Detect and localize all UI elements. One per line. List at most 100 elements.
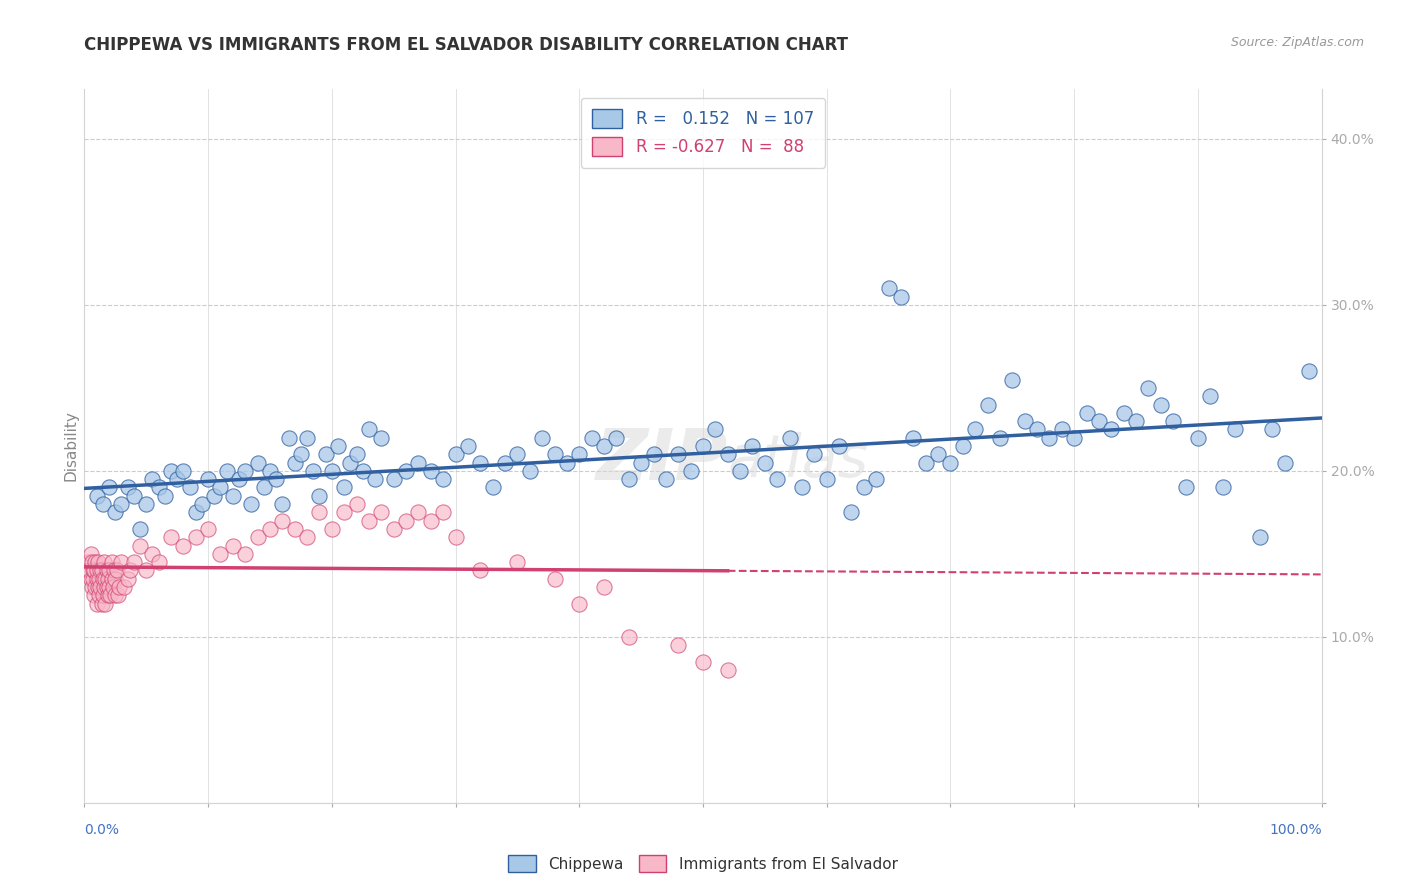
Point bbox=[481, 481, 503, 495]
Point bbox=[120, 564, 142, 578]
Point bbox=[90, 564, 112, 578]
Point bbox=[104, 588, 127, 602]
Point bbox=[728, 464, 751, 478]
Point bbox=[89, 572, 111, 586]
Point bbox=[77, 555, 100, 569]
Point bbox=[86, 572, 108, 586]
Point bbox=[939, 456, 962, 470]
Point bbox=[129, 539, 152, 553]
Point bbox=[284, 522, 307, 536]
Point bbox=[326, 439, 349, 453]
Point bbox=[209, 547, 232, 561]
Point bbox=[333, 505, 356, 519]
Point bbox=[141, 472, 163, 486]
Point bbox=[976, 397, 998, 411]
Point bbox=[1088, 414, 1111, 428]
Point bbox=[166, 472, 188, 486]
Point bbox=[593, 580, 616, 594]
Point bbox=[179, 481, 201, 495]
Point bbox=[98, 580, 121, 594]
Point bbox=[94, 597, 117, 611]
Point bbox=[333, 481, 356, 495]
Point bbox=[117, 572, 139, 586]
Point bbox=[581, 431, 603, 445]
Point bbox=[1298, 364, 1320, 378]
Point bbox=[643, 447, 665, 461]
Point bbox=[308, 489, 330, 503]
Point bbox=[1212, 481, 1234, 495]
Point bbox=[692, 655, 714, 669]
Point bbox=[346, 447, 368, 461]
Point bbox=[457, 439, 479, 453]
Point bbox=[89, 580, 111, 594]
Point bbox=[655, 472, 678, 486]
Point bbox=[357, 422, 380, 436]
Point bbox=[1249, 530, 1271, 544]
Point bbox=[432, 472, 454, 486]
Point bbox=[122, 489, 145, 503]
Point bbox=[148, 481, 170, 495]
Point bbox=[828, 439, 851, 453]
Point bbox=[679, 464, 702, 478]
Point bbox=[91, 572, 114, 586]
Point bbox=[79, 547, 101, 561]
Point bbox=[228, 472, 250, 486]
Point bbox=[1038, 431, 1060, 445]
Point bbox=[568, 447, 591, 461]
Text: 0.0%: 0.0% bbox=[84, 823, 120, 837]
Point bbox=[1187, 431, 1209, 445]
Point bbox=[83, 564, 105, 578]
Point bbox=[84, 580, 107, 594]
Point bbox=[741, 439, 763, 453]
Point bbox=[215, 464, 238, 478]
Point bbox=[470, 456, 492, 470]
Point bbox=[91, 497, 114, 511]
Point bbox=[1063, 431, 1085, 445]
Point bbox=[927, 447, 949, 461]
Point bbox=[110, 555, 132, 569]
Point bbox=[240, 497, 263, 511]
Point bbox=[100, 572, 122, 586]
Point bbox=[339, 456, 361, 470]
Point bbox=[160, 464, 183, 478]
Point bbox=[1137, 381, 1160, 395]
Point bbox=[852, 481, 875, 495]
Point bbox=[754, 456, 776, 470]
Legend: Chippewa, Immigrants from El Salvador: Chippewa, Immigrants from El Salvador bbox=[501, 847, 905, 880]
Point bbox=[100, 555, 122, 569]
Point bbox=[914, 456, 936, 470]
Point bbox=[89, 588, 111, 602]
Legend: R =   0.152   N = 107, R = -0.627   N =  88: R = 0.152 N = 107, R = -0.627 N = 88 bbox=[581, 97, 825, 168]
Point bbox=[841, 505, 863, 519]
Point bbox=[80, 580, 103, 594]
Point bbox=[135, 564, 157, 578]
Point bbox=[271, 497, 294, 511]
Point bbox=[1112, 406, 1135, 420]
Point bbox=[110, 497, 132, 511]
Point bbox=[1001, 373, 1024, 387]
Point bbox=[568, 597, 591, 611]
Point bbox=[295, 530, 318, 544]
Point bbox=[104, 505, 127, 519]
Point bbox=[988, 431, 1011, 445]
Point bbox=[93, 580, 115, 594]
Point bbox=[357, 514, 380, 528]
Point bbox=[153, 489, 176, 503]
Point bbox=[191, 497, 214, 511]
Point bbox=[364, 472, 387, 486]
Point bbox=[815, 472, 838, 486]
Point bbox=[172, 464, 194, 478]
Point bbox=[233, 547, 256, 561]
Point bbox=[91, 588, 114, 602]
Point bbox=[197, 522, 219, 536]
Point bbox=[865, 472, 887, 486]
Point bbox=[315, 447, 337, 461]
Point bbox=[382, 522, 405, 536]
Point bbox=[83, 588, 105, 602]
Point bbox=[543, 447, 565, 461]
Point bbox=[86, 597, 108, 611]
Point bbox=[93, 555, 115, 569]
Text: Source: ZipAtlas.com: Source: ZipAtlas.com bbox=[1230, 36, 1364, 49]
Point bbox=[302, 464, 325, 478]
Point bbox=[129, 522, 152, 536]
